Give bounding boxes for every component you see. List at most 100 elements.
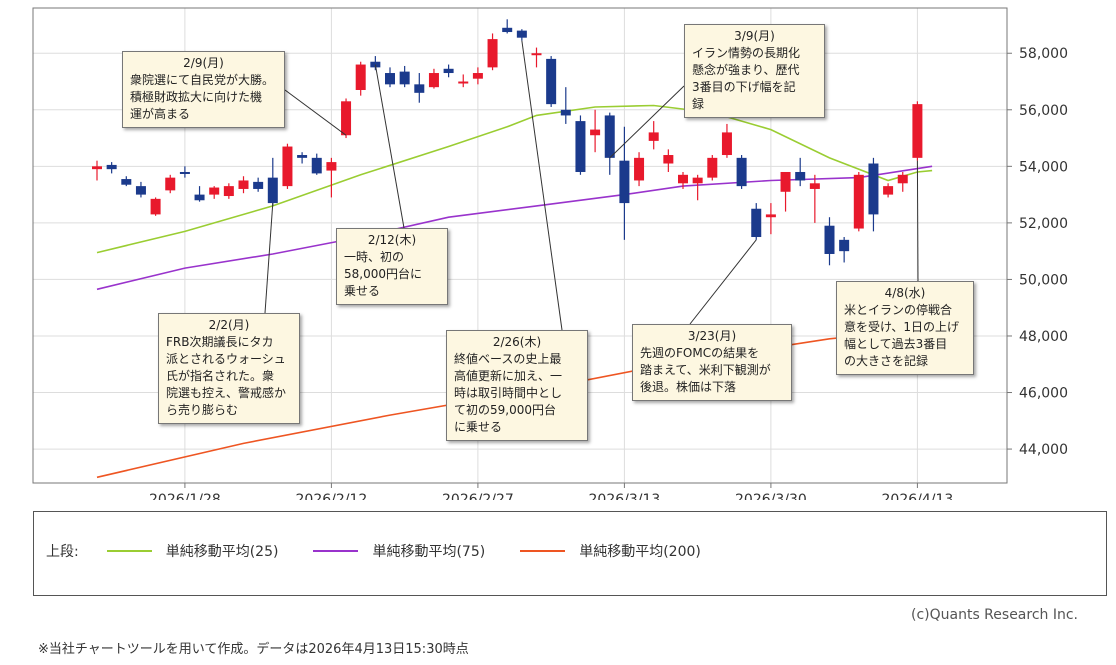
y-tick-label: 50,000	[1019, 272, 1068, 288]
legend-label-ma75: 単純移動平均(75)	[372, 544, 486, 560]
leader-line	[609, 85, 685, 159]
legend-label-ma200: 単純移動平均(200)	[579, 544, 701, 560]
annotation-text: FRB次期議長にタカ 派とされるウォーシュ 氏が指名された。衆 院選も控え、警戒…	[166, 335, 287, 417]
candle-body	[209, 187, 220, 195]
candle-body	[194, 194, 205, 201]
candle-body	[150, 198, 161, 215]
candle-body	[795, 171, 806, 181]
candle-body	[179, 171, 190, 174]
candle-body	[883, 186, 894, 195]
legend-item-ma200: 単純移動平均(200)	[520, 541, 701, 561]
legend-item-ma25: 単純移動平均(25)	[106, 541, 279, 561]
candle-body	[648, 132, 659, 141]
y-axis-ticks: 44,000 46,000 48,000 50,000 52,000 54,000 56,0…	[1007, 46, 1068, 458]
y-tick-label: 58,000	[1019, 46, 1068, 62]
plot-frame	[32, 7, 1008, 484]
leader-line	[916, 160, 919, 282]
y-tick-label: 54,000	[1019, 159, 1068, 175]
legend-swatch-ma200	[520, 550, 566, 552]
y-tick-label: 46,000	[1019, 386, 1068, 402]
candle-body	[780, 171, 791, 192]
candle-body	[751, 208, 762, 238]
leader-line	[264, 203, 274, 314]
x-tick-label: 2026/3/30	[735, 492, 807, 500]
candles	[92, 19, 923, 266]
candlestick-chart: 44,000 46,000 48,000 50,000 52,000 54,000 56,0…	[32, 7, 1068, 500]
candle-body	[443, 68, 454, 74]
y-tick-label: 44,000	[1019, 442, 1068, 458]
candle-body	[223, 186, 234, 197]
candle-body	[341, 101, 352, 136]
annotation-3-9: 3/9(月) イラン情勢の長期化 懸念が強まり、歴代 3番目の下げ幅を記 録	[684, 24, 825, 118]
legend-swatch-ma75	[313, 550, 359, 552]
leader-line	[374, 64, 405, 229]
candle-body	[487, 39, 498, 68]
candle-body	[472, 73, 483, 79]
ma-line-1	[96, 165, 933, 291]
annotation-2-12: 2/12(木) 一時、初の 58,000円台に 乗せる	[336, 228, 448, 305]
annotation-text: イラン情勢の長期化 懸念が強まり、歴代 3番目の下げ幅を記 録	[692, 46, 801, 111]
legend-prefix: 上段:	[46, 544, 79, 560]
annotation-3-23: 3/23(月) 先週のFOMCの結果を 踏まえて、米利下観測が 後退。株価は下落	[632, 324, 792, 401]
candle-body	[560, 109, 571, 116]
annotation-date: 2/12(木)	[367, 233, 417, 247]
annotation-date: 2/26(木)	[492, 335, 542, 349]
candle-body	[121, 179, 132, 185]
candle-body	[253, 181, 264, 189]
candle-body	[619, 160, 630, 204]
x-axis-ticks: 2026/1/28 2026/2/12 2026/2/27 2026/3/13 2026…	[149, 483, 953, 500]
candle-body	[135, 186, 146, 195]
annotation-text: 先週のFOMCの結果を 踏まえて、米利下観測が 後退。株価は下落	[640, 346, 771, 394]
candle-body	[634, 157, 645, 181]
legend-item-ma75: 単純移動平均(75)	[313, 541, 485, 561]
candle-body	[604, 115, 615, 158]
annotation-text: 衆院選にて自民党が大勝。 積極財政拡大に向けた機 運が高まる	[130, 73, 275, 121]
y-tick-label: 56,000	[1019, 103, 1068, 119]
candle-body	[282, 146, 293, 187]
candle-body	[355, 64, 366, 90]
candle-body	[238, 180, 249, 189]
candle-body	[678, 174, 688, 184]
candle-body	[912, 104, 923, 158]
candle-body	[839, 239, 850, 252]
annotation-2-2: 2/2(月) FRB次期議長にタカ 派とされるウォーシュ 氏が指名された。衆 院…	[158, 313, 300, 424]
candle-body	[267, 177, 278, 204]
candle-body	[297, 155, 308, 158]
legend-row: 上段: 単純移動平均(25) 単純移動平均(75) 単純移動平均(200)	[46, 541, 736, 561]
candle-body	[853, 174, 864, 229]
annotation-2-9: 2/9(月) 衆院選にて自民党が大勝。 積極財政拡大に向けた機 運が高まる	[122, 51, 285, 128]
leader-line	[521, 40, 563, 331]
candle-body	[590, 129, 601, 136]
candle-body	[575, 121, 586, 172]
x-tick-label: 2026/4/13	[882, 492, 954, 500]
annotation-text: 終値ベースの史上最 高値更新に加え、一 時は取引時間中とし て初の59,000円…	[454, 352, 563, 434]
annotation-date: 2/9(月)	[183, 56, 224, 70]
candle-body	[765, 214, 776, 218]
y-tick-label: 52,000	[1019, 216, 1068, 232]
annotation-leader-lines	[264, 40, 919, 331]
candle-body	[663, 155, 674, 164]
candle-body	[458, 81, 469, 84]
candle-body	[165, 177, 176, 191]
candle-body	[824, 225, 835, 254]
annotation-date: 3/9(月)	[734, 29, 775, 43]
x-tick-label: 2026/1/28	[149, 492, 221, 500]
legend-swatch-ma25	[106, 550, 152, 552]
annotation-4-8: 4/8(水) 米とイランの停戦合 意を受け、1日の上げ 幅として過去3番目 の大…	[836, 281, 974, 375]
candle-body	[531, 53, 542, 56]
x-tick-label: 2026/2/12	[296, 492, 368, 500]
leader-line	[284, 89, 347, 136]
credit: (c)Quants Research Inc.	[910, 607, 1078, 623]
candle-body	[92, 166, 102, 170]
candle-body	[868, 163, 879, 215]
candle-body	[428, 73, 439, 88]
candle-body	[516, 30, 527, 38]
legend: 上段: 単純移動平均(25) 単純移動平均(75) 単純移動平均(200)	[33, 511, 1107, 596]
footnote: ※当社チャートツールを用いて作成。データは2026年4月13日15:30時点	[38, 642, 469, 657]
legend-label-ma25: 単純移動平均(25)	[165, 544, 279, 560]
candle-body	[707, 157, 718, 178]
annotation-date: 2/2(月)	[208, 318, 250, 332]
candle-body	[414, 84, 425, 93]
candle-body	[311, 157, 322, 174]
candle-body	[502, 27, 513, 33]
